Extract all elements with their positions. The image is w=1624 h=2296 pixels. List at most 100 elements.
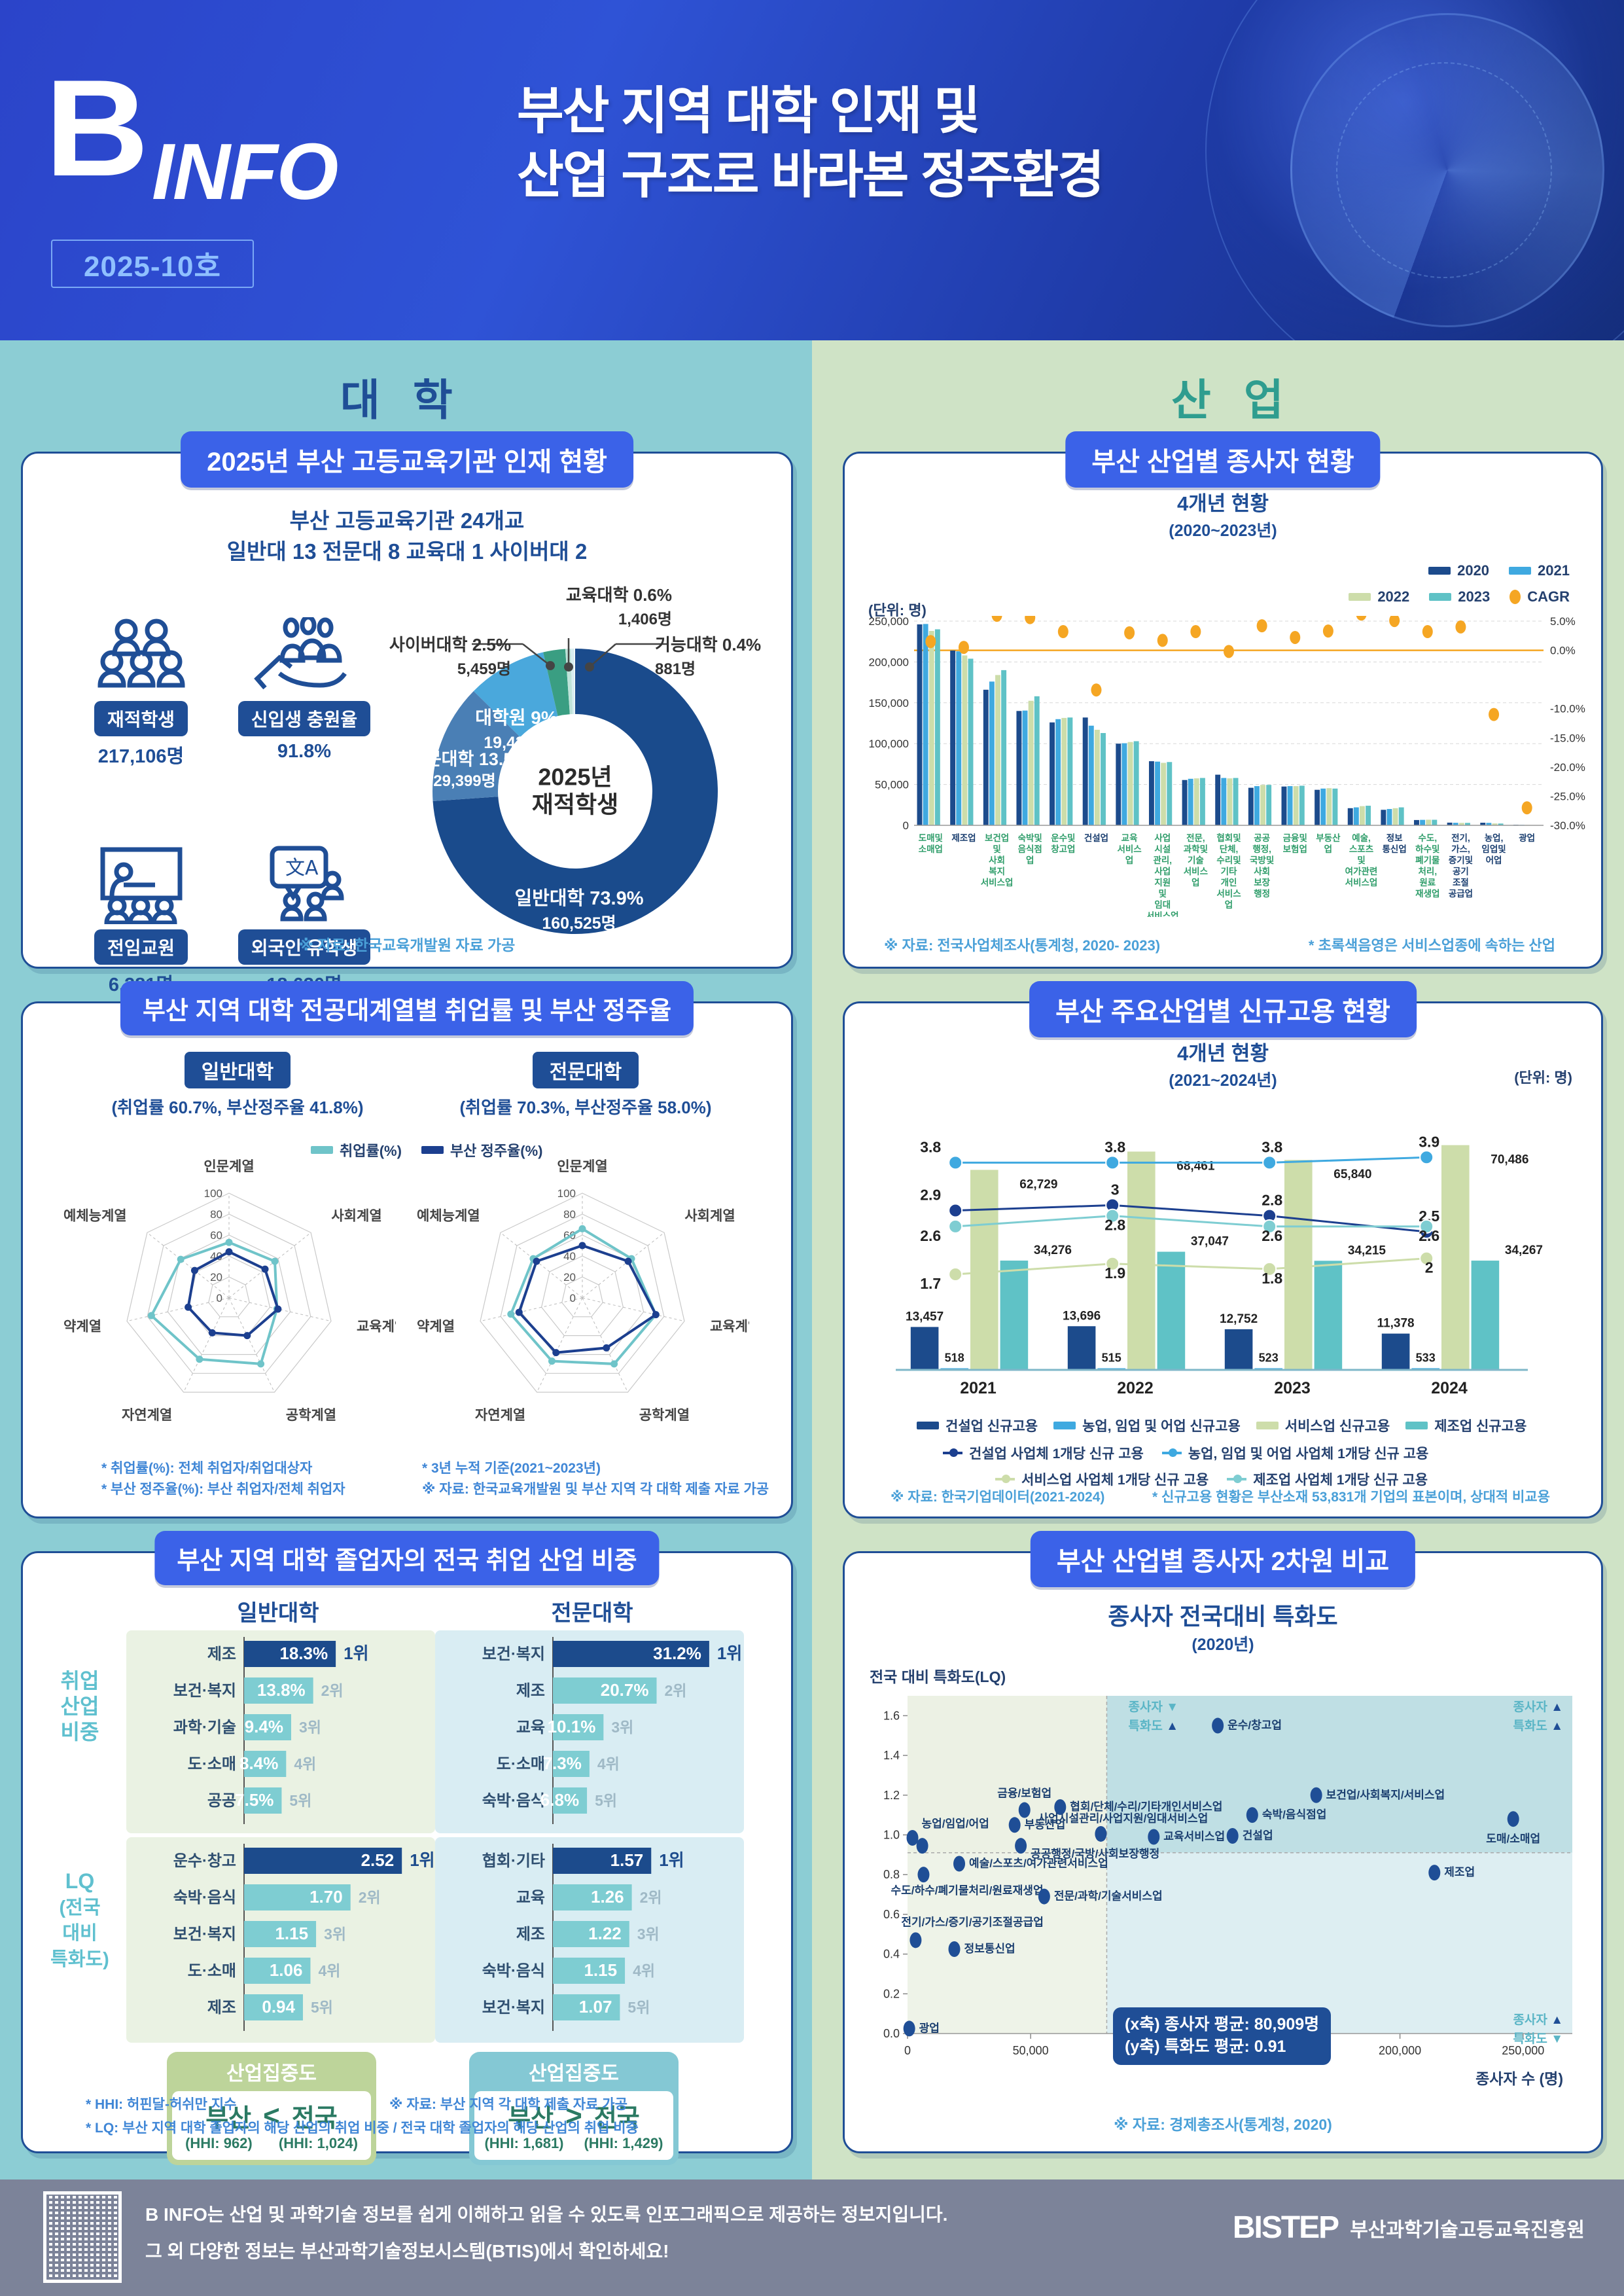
svg-text:협회/단체/수리/기타개인서비스업: 협회/단체/수리/기타개인서비스업 [1070, 1800, 1222, 1813]
card6-source: ※ 자료: 경제총조사(통계청, 2020) [1114, 2116, 1332, 2133]
svg-text:기타: 기타 [1221, 867, 1237, 876]
legend-swatch-agriculture [1053, 1422, 1076, 1429]
qr-code-icon[interactable] [43, 2191, 122, 2283]
lecture-icon [61, 819, 221, 924]
svg-text:9.4%: 9.4% [245, 1717, 283, 1736]
svg-text:0.0: 0.0 [883, 2027, 900, 2040]
svg-text:조절: 조절 [1453, 878, 1469, 888]
svg-text:업: 업 [1026, 855, 1034, 865]
svg-text:31.2%: 31.2% [653, 1643, 701, 1663]
svg-text:및: 및 [1357, 855, 1365, 865]
section-label-industry: 산 업 [1171, 376, 1294, 424]
card-university-talent: 2025년 부산 고등교육기관 인재 현황 부산 고등교육기관 24개교 일반대… [21, 431, 793, 996]
stat-cell-faculty: 전임교원 6,281명 [61, 819, 221, 997]
svg-text:사회: 사회 [1254, 867, 1270, 876]
svg-text:보장: 보장 [1254, 877, 1270, 888]
legend-label-cagr: CAGR [1527, 588, 1570, 605]
svg-text:임대: 임대 [1154, 900, 1171, 910]
svg-text:2.6: 2.6 [1419, 1227, 1439, 1244]
svg-text:1.8: 1.8 [1262, 1270, 1282, 1287]
hhi-main-vocational: 부산 > 전국 [474, 2098, 673, 2134]
svg-text:1.0: 1.0 [883, 1828, 900, 1841]
svg-text:1.7: 1.7 [920, 1275, 941, 1292]
svg-text:40: 40 [563, 1250, 576, 1263]
svg-text:공학계열: 공학계열 [286, 1408, 336, 1423]
hhi-a-vocational: 부산 [508, 2105, 554, 2132]
svg-text:도매및: 도매및 [919, 833, 943, 843]
radar-sub-vocational: (취업률 70.3%, 부산정주율 58.0%) [459, 1098, 712, 1117]
svg-text:숙박·음식: 숙박·음식 [482, 1962, 545, 1980]
svg-text:4위: 4위 [633, 1962, 655, 1979]
svg-text:70,486: 70,486 [1491, 1153, 1528, 1167]
footer-line2: 그 외 다양한 정보는 부산과학기술정보시스템(BTIS)에서 확인하세요! [145, 2241, 669, 2261]
radar-head-general: 일반대학 (취업률 60.7%, 부산정주율 41.8%) [100, 1052, 375, 1119]
svg-text:3.8: 3.8 [1104, 1138, 1125, 1155]
svg-text:523: 523 [1259, 1351, 1279, 1364]
svg-text:보험업: 보험업 [1283, 844, 1307, 854]
svg-text:금융/보험업: 금융/보험업 [997, 1787, 1051, 1800]
legend-label-2023: 2023 [1458, 588, 1491, 605]
legend-label-agriculture-per-firm: 농업, 임업 및 어업 사업체 1개당 신규 고용 [1188, 1446, 1429, 1462]
card4-legend-bars: 건설업 신규고용 농업, 임업 및 어업 신규고용 서비스업 신규고용 제조업 … [917, 1416, 1527, 1435]
hhi-sub-general: (HHI: 962) (HHI: 1,024) [172, 2135, 371, 2152]
svg-text:518: 518 [945, 1351, 964, 1364]
svg-text:1.9: 1.9 [1104, 1265, 1125, 1282]
svg-text:-15.0%: -15.0% [1550, 732, 1585, 744]
card2-legend-row2: 2022 2023 CAGR [1349, 588, 1570, 605]
svg-text:업: 업 [1225, 900, 1233, 910]
card4-subtitle: 4개년 현황 (2021~2024년) [845, 1041, 1601, 1092]
svg-text:-10.0%: -10.0% [1550, 703, 1585, 715]
stat-label-foreign-students: 외국인 유학생 [238, 929, 371, 965]
legend-label-construction: 건설업 신규고용 [945, 1419, 1038, 1434]
hand-people-icon [224, 591, 384, 696]
legend-swatch-2022 [1349, 593, 1371, 601]
donut-label-general-univ: 일반대학 73.9% 160,525명 [514, 888, 644, 933]
svg-text:예술/스포츠/여가관련서비스업: 예술/스포츠/여가관련서비스업 [969, 1857, 1108, 1869]
svg-text:3위: 3위 [611, 1719, 633, 1736]
svg-text:사업: 사업 [1154, 867, 1171, 876]
donut-center-line2: 재적학생 [531, 791, 619, 818]
svg-text:80: 80 [563, 1208, 576, 1221]
donut-label-polytech-univ: 기능대학 0.4% 881명 [655, 635, 762, 678]
svg-text:18.3%: 18.3% [279, 1643, 328, 1663]
svg-text:4위: 4위 [597, 1755, 620, 1772]
svg-text:전기,: 전기, [1451, 833, 1470, 843]
svg-text:2021: 2021 [960, 1379, 997, 1397]
legend-label-service-per-firm: 서비스업 사업체 1개당 신규 고용 [1021, 1473, 1209, 1488]
svg-text:3: 3 [1111, 1181, 1120, 1198]
svg-text:100,000: 100,000 [869, 738, 909, 750]
svg-text:폐기물: 폐기물 [1415, 855, 1439, 865]
svg-text:1.26: 1.26 [591, 1887, 624, 1907]
svg-text:0.0%: 0.0% [1550, 645, 1576, 657]
legend-swatch-2020 [1428, 567, 1451, 575]
radar-pill-vocational: 전문대학 [532, 1052, 639, 1088]
svg-text:1.6: 1.6 [883, 1709, 900, 1722]
card2-unit-label: (단위: 명) [868, 602, 927, 619]
svg-text:단체,: 단체, [1220, 844, 1239, 854]
svg-text:제조: 제조 [516, 1682, 545, 1700]
svg-text:2.6: 2.6 [920, 1227, 941, 1244]
legend-swatch-2023 [1429, 593, 1452, 601]
svg-text:1.57: 1.57 [610, 1850, 644, 1870]
svg-text:관리,: 관리, [1153, 855, 1172, 865]
footer-line1: B INFO는 산업 및 과학기술 정보를 쉽게 이해하고 읽을 수 있도록 인… [145, 2204, 948, 2225]
card2-subtitle-years: (2020~2023년) [1169, 521, 1277, 540]
svg-text:의약계열: 의약계열 [62, 1319, 101, 1335]
hhi-body-general: 부산 < 전국 (HHI: 962) (HHI: 1,024) [172, 2091, 371, 2160]
group-label-lq: LQ (전국 대비 특화도) [50, 1869, 109, 1970]
svg-text:어업: 어업 [1486, 855, 1502, 865]
quad-note-top-right: 종사자 ▲ 특화도 ▲ [1513, 1700, 1563, 1733]
svg-text:보건업: 보건업 [985, 833, 1009, 843]
svg-text:1위: 1위 [659, 1850, 684, 1870]
card5-note1: * HHI: 허핀달-허쉬만 지수 [86, 2097, 237, 2112]
svg-text:13,696: 13,696 [1063, 1309, 1101, 1323]
legend-label-employment-rate: 취업률(%) [340, 1143, 402, 1159]
scatter-avg-y: (y축) 특화도 평균: 0.91 [1125, 2037, 1286, 2056]
svg-text:1위: 1위 [717, 1643, 742, 1663]
svg-text:예체능계열: 예체능계열 [417, 1208, 480, 1223]
svg-text:3.8: 3.8 [1262, 1138, 1282, 1155]
card-major-employment-radar: 부산 지역 대학 전공대계열별 취업률 및 부산 정주율 일반대학 (취업률 6… [21, 981, 793, 1518]
logo-info-text: INFO [152, 127, 338, 216]
svg-text:도매/소매업: 도매/소매업 [1486, 1833, 1540, 1845]
